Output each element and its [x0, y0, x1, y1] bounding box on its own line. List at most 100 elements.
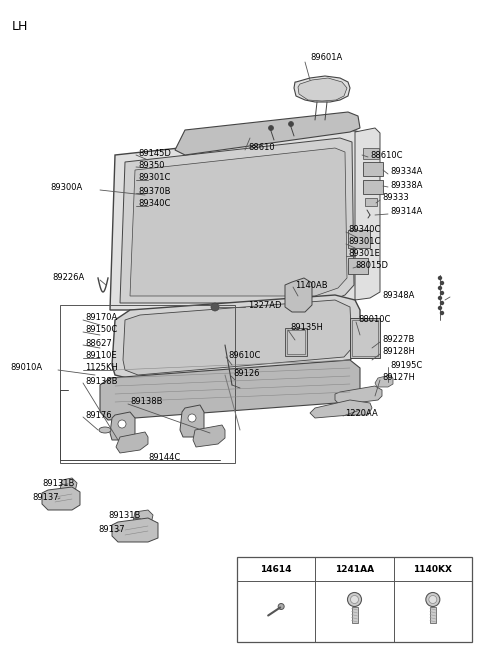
Text: 14614: 14614	[261, 565, 292, 574]
Text: 89334A: 89334A	[390, 168, 422, 176]
Ellipse shape	[99, 427, 111, 433]
Text: 89601A: 89601A	[310, 54, 342, 62]
Text: LH: LH	[12, 20, 28, 33]
Text: 1140AB: 1140AB	[295, 280, 328, 290]
Text: 1220AA: 1220AA	[345, 409, 378, 419]
Circle shape	[188, 414, 196, 422]
Text: 89110E: 89110E	[85, 352, 117, 360]
Text: 88627: 88627	[85, 339, 112, 348]
Text: 88015D: 88015D	[355, 261, 388, 271]
Text: 89338A: 89338A	[390, 181, 422, 189]
Polygon shape	[375, 375, 393, 387]
Text: 89138B: 89138B	[85, 377, 118, 386]
Polygon shape	[133, 510, 153, 526]
Circle shape	[441, 282, 444, 284]
Text: 89340C: 89340C	[348, 225, 380, 234]
Polygon shape	[110, 130, 365, 310]
Polygon shape	[193, 425, 225, 447]
Text: 89301E: 89301E	[348, 250, 380, 259]
Bar	[287, 330, 305, 354]
Bar	[365, 198, 377, 206]
Text: 89314A: 89314A	[390, 208, 422, 217]
Circle shape	[350, 595, 359, 603]
Text: 1140KX: 1140KX	[413, 565, 452, 574]
Polygon shape	[120, 138, 354, 303]
Circle shape	[441, 301, 444, 305]
Text: 88610: 88610	[248, 143, 275, 153]
Polygon shape	[355, 128, 380, 300]
Text: 89128H: 89128H	[382, 348, 415, 356]
Text: 89350: 89350	[138, 160, 165, 170]
Polygon shape	[112, 518, 158, 542]
Bar	[60, 305, 235, 463]
Circle shape	[348, 593, 361, 607]
Text: 89226A: 89226A	[52, 274, 84, 282]
Text: 89144C: 89144C	[148, 453, 180, 462]
Circle shape	[268, 126, 274, 130]
Circle shape	[439, 307, 442, 310]
Text: 89131B: 89131B	[42, 479, 74, 487]
Polygon shape	[298, 78, 347, 101]
Text: 89176: 89176	[85, 411, 112, 419]
Text: 1125KH: 1125KH	[85, 364, 118, 373]
Polygon shape	[130, 148, 347, 296]
Circle shape	[439, 297, 442, 299]
Circle shape	[429, 595, 437, 603]
Circle shape	[439, 276, 442, 280]
Text: 89170A: 89170A	[85, 314, 117, 322]
Text: 89301C: 89301C	[138, 174, 170, 183]
Text: 89300A: 89300A	[50, 183, 82, 193]
Circle shape	[118, 420, 126, 428]
Bar	[363, 162, 383, 176]
Text: 89370B: 89370B	[138, 187, 170, 195]
Polygon shape	[180, 405, 204, 437]
Polygon shape	[110, 412, 135, 440]
Bar	[348, 258, 368, 274]
Text: 89127H: 89127H	[382, 373, 415, 383]
Polygon shape	[112, 295, 360, 380]
Polygon shape	[175, 112, 360, 155]
Polygon shape	[294, 76, 350, 102]
Bar	[285, 328, 307, 356]
Circle shape	[211, 303, 219, 311]
Bar	[363, 148, 379, 159]
Text: 89135H: 89135H	[290, 324, 323, 333]
Circle shape	[426, 593, 440, 607]
Polygon shape	[123, 300, 352, 375]
Polygon shape	[100, 360, 360, 420]
Text: 89145D: 89145D	[138, 149, 171, 157]
Text: 89138B: 89138B	[130, 398, 163, 407]
Text: 1327AD: 1327AD	[248, 301, 281, 310]
Text: 89301C: 89301C	[348, 238, 380, 246]
Circle shape	[439, 286, 442, 290]
Polygon shape	[116, 432, 148, 453]
Bar	[348, 230, 370, 248]
Text: 89340C: 89340C	[138, 200, 170, 208]
Text: 88610C: 88610C	[370, 151, 403, 160]
Text: 89137: 89137	[98, 525, 125, 534]
Text: 89610C: 89610C	[228, 350, 260, 360]
Bar	[350, 318, 380, 358]
Text: 89131B: 89131B	[108, 512, 140, 521]
Polygon shape	[42, 487, 80, 510]
Circle shape	[278, 603, 284, 610]
Text: 89195C: 89195C	[390, 360, 422, 369]
Bar	[430, 607, 436, 622]
Circle shape	[441, 312, 444, 314]
Bar	[352, 320, 378, 356]
Text: 89126: 89126	[233, 369, 260, 379]
Text: 89227B: 89227B	[382, 335, 414, 345]
Polygon shape	[60, 478, 77, 494]
Polygon shape	[310, 400, 372, 418]
Text: 89333: 89333	[382, 193, 409, 202]
Circle shape	[288, 121, 293, 126]
Polygon shape	[285, 278, 312, 312]
Text: 1241AA: 1241AA	[335, 565, 374, 574]
Circle shape	[441, 291, 444, 295]
Bar	[351, 607, 358, 622]
Text: 89137: 89137	[32, 493, 59, 502]
Bar	[237, 557, 472, 642]
Text: 89010A: 89010A	[10, 364, 42, 373]
Text: 88010C: 88010C	[358, 316, 390, 324]
Text: 89150C: 89150C	[85, 326, 117, 335]
